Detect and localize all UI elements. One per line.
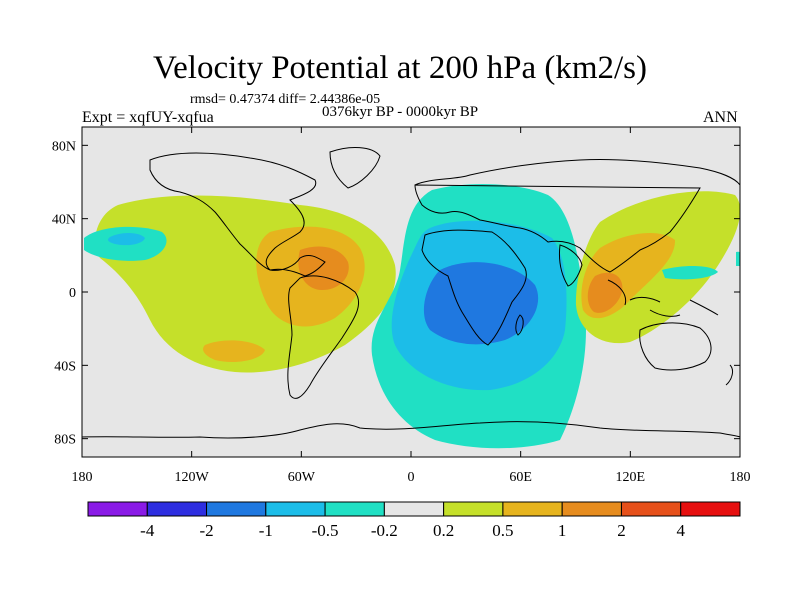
colorbar-label: 4 xyxy=(676,521,685,540)
contour-north-pacific-core xyxy=(107,232,145,246)
colorbar-swatch xyxy=(680,501,741,517)
colorbar-label: -1 xyxy=(259,521,273,540)
colorbar-label: -0.5 xyxy=(312,521,339,540)
x-tick-label: 60E xyxy=(509,470,532,485)
contour-caribbean-max xyxy=(298,246,349,290)
coastline-greenland xyxy=(329,147,381,189)
y-tick-label: 80S xyxy=(54,433,76,448)
period-text: 0376kyr BP - 0000kyr BP xyxy=(322,104,479,120)
colorbar-swatch xyxy=(87,501,148,517)
contour-nw-pacific xyxy=(662,266,718,280)
colorbar-swatch xyxy=(324,501,385,517)
chart-title: Velocity Potential at 200 hPa (km2/s) xyxy=(152,50,648,86)
colorbar-swatch xyxy=(443,501,504,517)
axis-ticks xyxy=(81,127,741,457)
colorbar-label: 0.5 xyxy=(492,521,513,540)
colorbar-swatch xyxy=(206,501,267,517)
y-tick-label: 80N xyxy=(52,139,76,154)
coastline-africa xyxy=(421,229,527,346)
colorbar-label: 1 xyxy=(558,521,567,540)
season-label: ANN xyxy=(703,109,738,126)
x-tick-label: 120W xyxy=(175,470,210,485)
contour-east-edge xyxy=(736,251,740,266)
x-tick-label: 180 xyxy=(730,470,751,485)
coastline-india xyxy=(559,244,583,287)
coastline-south-america xyxy=(287,275,360,399)
contour-fill-layer xyxy=(84,183,740,449)
x-tick-label: 180 xyxy=(72,470,93,485)
coastline-maritime xyxy=(607,279,719,317)
y-tick-label: 0 xyxy=(69,286,76,301)
stats-text: rmsd= 0.47374 diff= 2.44386e-05 xyxy=(190,92,381,107)
y-tick-label: 40S xyxy=(54,359,76,374)
colorbar-label: -0.2 xyxy=(371,521,398,540)
colorbar-swatch xyxy=(383,501,445,517)
x-tick-label: 0 xyxy=(408,470,415,485)
colorbar-swatch xyxy=(620,501,682,517)
coastline-eurasia xyxy=(414,158,740,273)
coastline-new-zealand xyxy=(725,364,734,386)
x-tick-label: 120E xyxy=(616,470,646,485)
y-tick-label: 40N xyxy=(52,213,76,228)
colorbar-label: 2 xyxy=(617,521,626,540)
colorbar: -4 -2 -1 -0.5 -0.2 0.2 0.5 1 2 4 xyxy=(87,501,741,540)
axis-labels: 180 120W 60W 0 60E 120E 180 80N 40N 0 40S 80S xyxy=(52,139,751,485)
colorbar-label: 0.2 xyxy=(433,521,454,540)
colorbar-swatch xyxy=(502,501,563,517)
x-tick-label: 60W xyxy=(288,470,316,485)
coastlines xyxy=(82,147,740,439)
colorbar-swatch xyxy=(146,501,208,517)
contour-africa-max xyxy=(423,262,539,345)
colorbar-label: -4 xyxy=(140,521,155,540)
contour-south-pacific xyxy=(203,340,265,362)
colorbar-label: -2 xyxy=(199,521,213,540)
colorbar-swatch xyxy=(265,501,326,517)
experiment-label: Expt = xqfUY-xqfua xyxy=(82,109,214,126)
coastline-australia xyxy=(639,322,712,371)
colorbar-swatch xyxy=(561,501,622,517)
coastline-north-america xyxy=(149,152,326,277)
coastline-madagascar xyxy=(515,314,524,336)
coastline-antarctica xyxy=(82,421,740,439)
